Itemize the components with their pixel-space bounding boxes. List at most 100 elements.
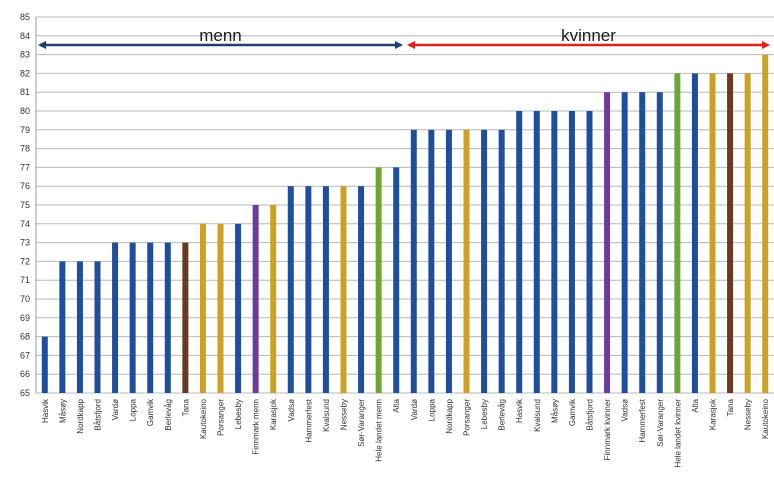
bar xyxy=(59,261,66,393)
y-tick-label: 69 xyxy=(20,313,30,323)
y-tick-label: 80 xyxy=(20,106,30,116)
x-category-label: Gamvik xyxy=(568,398,577,426)
bar xyxy=(375,167,382,393)
bar xyxy=(41,336,48,393)
y-tick-label: 79 xyxy=(20,125,30,135)
gridlines xyxy=(35,16,774,394)
x-category-label: Hammerfest xyxy=(638,398,647,442)
x-category-label: Alta xyxy=(691,398,700,412)
x-category-label: Porsanger xyxy=(463,399,472,436)
x-category-label: Kvalsund xyxy=(533,399,542,432)
bar xyxy=(270,205,277,393)
group-annotations: menn kvinner xyxy=(38,26,770,49)
x-category-label: Kvalsund xyxy=(322,399,331,432)
x-category-label: Karasjok xyxy=(269,398,278,430)
y-tick-label: 82 xyxy=(20,68,30,78)
bar xyxy=(551,111,558,393)
bar xyxy=(498,129,505,394)
bar xyxy=(516,111,523,393)
bar xyxy=(762,54,769,393)
y-tick-label: 67 xyxy=(20,350,30,360)
x-axis-labels: Hasvik Måsøy Nordkapp Båtsfjord Vardø Loppa Ga… xyxy=(41,398,770,467)
x-category-label: Lebesby xyxy=(234,399,243,429)
x-category-label: Finnmark menn xyxy=(252,399,261,455)
x-category-label: Sør-Varanger xyxy=(357,399,366,447)
y-tick-label: 75 xyxy=(20,200,30,210)
y-tick-label: 78 xyxy=(20,144,30,154)
women-group-label: kvinner xyxy=(561,26,616,45)
bar xyxy=(568,111,575,393)
y-tick-label: 83 xyxy=(20,50,30,60)
bar xyxy=(358,186,365,393)
bar xyxy=(656,92,663,393)
bar xyxy=(340,186,347,393)
y-axis-ticks: 65 66 67 68 69 70 71 72 73 74 75 76 77 78 79 80 81 82 83 84… xyxy=(20,12,30,398)
x-category-label: Berlevåg xyxy=(498,399,507,431)
x-category-label: Karasjok xyxy=(709,398,718,430)
x-category-label: Alta xyxy=(392,398,401,412)
x-category-label: Båtsfjord xyxy=(94,399,103,431)
x-category-label: Hele landet menn xyxy=(375,399,384,462)
x-category-label: Vadsø xyxy=(287,399,296,422)
y-tick-label: 84 xyxy=(20,31,30,41)
y-tick-label: 66 xyxy=(20,369,30,379)
y-tick-label: 68 xyxy=(20,332,30,342)
bar xyxy=(533,111,540,393)
bar xyxy=(445,129,452,394)
y-tick-label: 73 xyxy=(20,238,30,248)
bar xyxy=(709,73,716,394)
bar xyxy=(164,242,171,393)
y-tick-label: 72 xyxy=(20,256,30,266)
x-category-label: Hasvik xyxy=(515,398,524,423)
men-group-label: menn xyxy=(199,26,242,45)
x-category-label: Nesseby xyxy=(340,399,349,430)
bar xyxy=(147,242,154,393)
bar xyxy=(322,186,329,393)
x-category-label: Båtsfjord xyxy=(586,399,595,431)
y-tick-label: 85 xyxy=(20,12,30,22)
x-category-label: Loppa xyxy=(427,398,436,421)
bar xyxy=(639,92,646,393)
x-category-label: Vardø xyxy=(410,399,419,420)
x-category-label: Kautokeino xyxy=(199,398,208,439)
bar xyxy=(393,167,400,393)
x-category-label: Sør-Varanger xyxy=(656,399,665,447)
x-category-label: Tana xyxy=(726,398,735,416)
x-category-label: Vadsø xyxy=(621,399,630,422)
x-category-label: Kautokeino xyxy=(761,398,770,439)
bar xyxy=(217,223,224,393)
bar xyxy=(76,261,83,393)
y-tick-label: 74 xyxy=(20,219,30,229)
x-category-label: Hammerfest xyxy=(304,398,313,442)
x-category-label: Nordkapp xyxy=(76,398,85,433)
x-category-label: Gamvik xyxy=(146,398,155,426)
bar xyxy=(182,242,189,393)
y-tick-label: 76 xyxy=(20,181,30,191)
bar xyxy=(305,186,312,393)
x-category-label: Hele landet kvinner xyxy=(673,399,682,468)
bar xyxy=(199,223,206,393)
x-category-label: Vardø xyxy=(111,399,120,420)
x-category-label: Nordkapp xyxy=(445,398,454,433)
bar xyxy=(287,186,294,393)
x-category-label: Måsøy xyxy=(58,399,67,423)
bar xyxy=(481,129,488,394)
bar xyxy=(235,223,242,393)
y-tick-label: 65 xyxy=(20,388,30,398)
bar xyxy=(94,261,101,393)
x-category-label: Finnmark kvinner xyxy=(603,399,612,461)
bar xyxy=(586,111,593,393)
bar xyxy=(604,92,611,393)
y-tick-label: 77 xyxy=(20,162,30,172)
bar xyxy=(112,242,119,393)
x-category-label: Loppa xyxy=(129,398,138,421)
x-category-label: Nesseby xyxy=(744,399,753,430)
x-category-label: Tana xyxy=(181,398,190,416)
bar xyxy=(727,73,734,394)
bar xyxy=(744,73,751,394)
y-tick-label: 70 xyxy=(20,294,30,304)
x-category-label: Måsøy xyxy=(550,399,559,423)
bar xyxy=(621,92,628,393)
bar xyxy=(428,129,435,394)
